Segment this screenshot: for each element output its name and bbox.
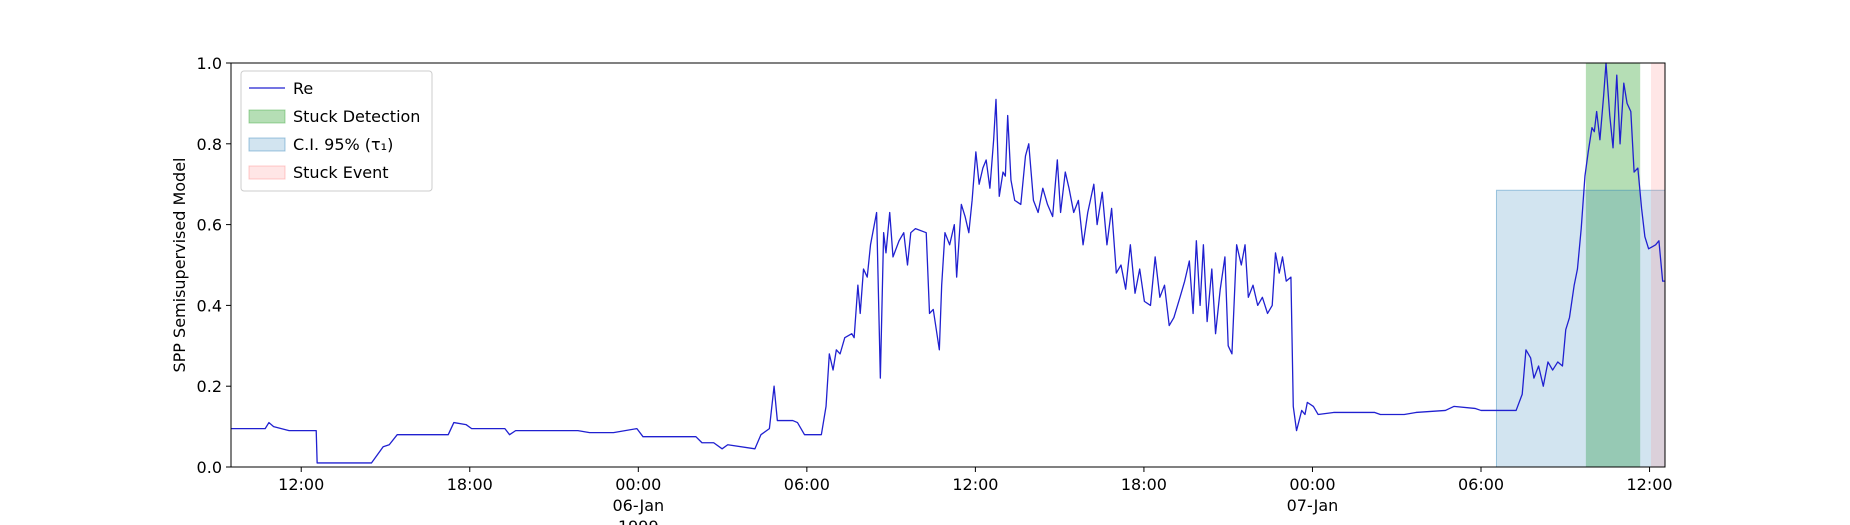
x-tick-label: 12:00 xyxy=(1626,475,1672,494)
y-tick-label: 0.6 xyxy=(197,216,222,235)
y-tick-label: 0.4 xyxy=(197,296,222,315)
x-tick-label: 06:00 xyxy=(784,475,830,494)
y-axis-label: SPP Semisupervised Model xyxy=(170,158,189,373)
x-tick-label: 18:00 xyxy=(447,475,493,494)
legend-patch xyxy=(248,165,286,180)
x-tick-label: 06:00 xyxy=(1458,475,1504,494)
y-tick-label: 0.2 xyxy=(197,377,222,396)
legend-patch xyxy=(248,137,286,152)
x-tick-label: 18:00 xyxy=(1121,475,1167,494)
legend-label: Re xyxy=(293,79,313,98)
legend-patch xyxy=(248,109,286,124)
legend-box xyxy=(240,70,433,192)
x-tick-label: 12:00 xyxy=(952,475,998,494)
plot-frame xyxy=(230,62,1666,468)
y-tick-label: 1.0 xyxy=(197,54,222,73)
y-tick-label: 0.0 xyxy=(197,458,222,477)
legend-label: Stuck Event xyxy=(293,163,389,182)
line xyxy=(231,62,1665,464)
span xyxy=(1650,63,1665,467)
x-tick-label: 12:00 xyxy=(278,475,324,494)
legend-label: C.I. 95% (τ₁) xyxy=(293,135,393,154)
legend-label: Stuck Detection xyxy=(293,107,420,126)
y-tick-label: 0.8 xyxy=(197,135,222,154)
x-tick-label: 00:00 07-Jan xyxy=(1287,475,1339,515)
